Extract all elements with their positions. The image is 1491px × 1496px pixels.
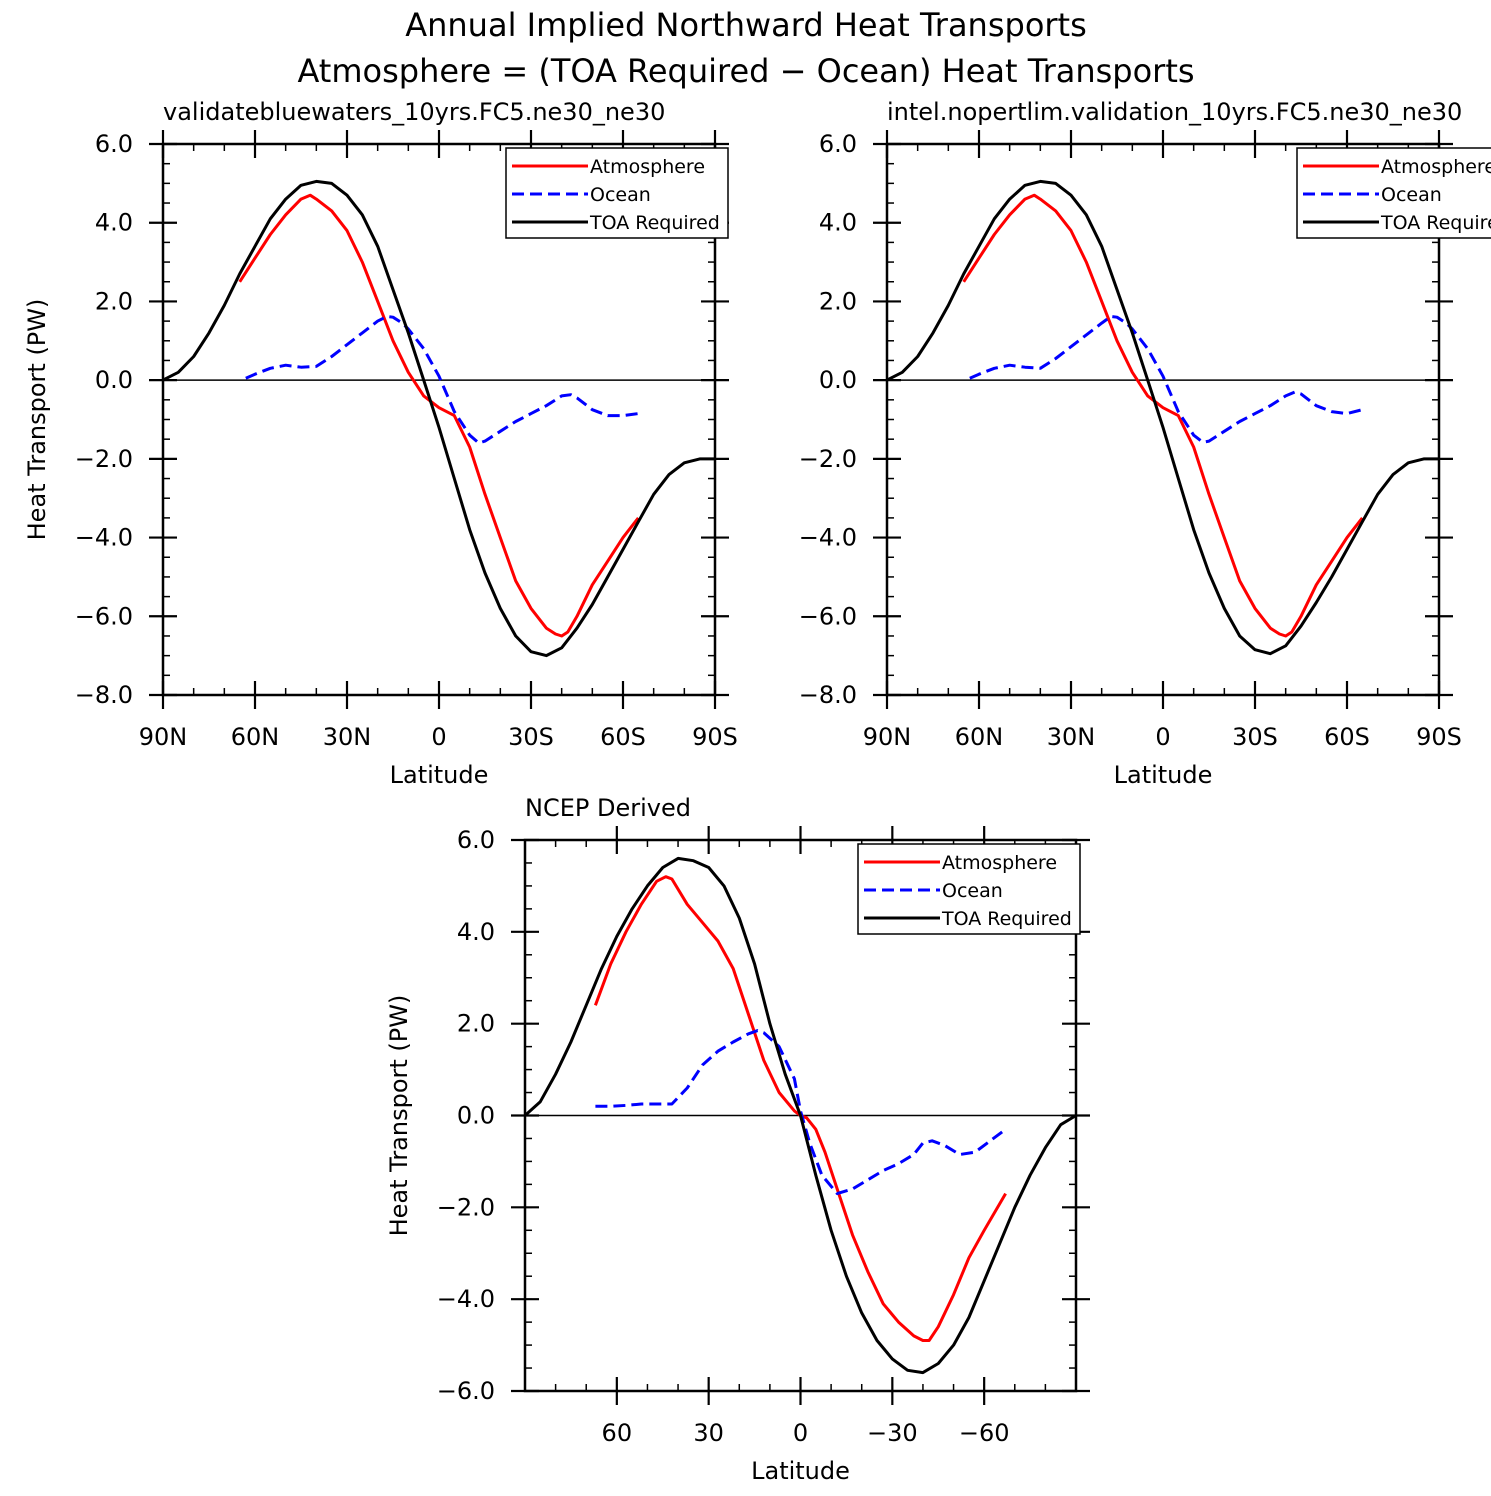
panel-title: validatebluewaters_10yrs.FC5.ne30_ne30 <box>163 98 665 126</box>
legend-label: Atmosphere <box>942 852 1057 874</box>
y-tick-label: 4.0 <box>457 918 495 946</box>
y-tick-label: −6.0 <box>75 602 133 630</box>
x-tick-label: 90N <box>863 723 912 751</box>
x-axis-label: Latitude <box>1114 761 1213 789</box>
figure-title-line2: Atmosphere = (TOA Required − Ocean) Heat… <box>297 52 1194 90</box>
x-axis-label: Latitude <box>390 761 489 789</box>
y-axis-label: Heat Transport (PW) <box>23 299 51 541</box>
chart-panel-1: validatebluewaters_10yrs.FC5.ne30_ne30 6.… <box>23 98 738 789</box>
x-tick-label: 60S <box>1324 723 1370 751</box>
legend: Atmosphere Ocean TOA Required <box>857 843 1081 935</box>
x-tick-label: 30S <box>1232 723 1278 751</box>
x-tick-label: 0 <box>793 1419 808 1447</box>
y-tick-label: 6.0 <box>819 130 857 158</box>
y-tick-label: −4.0 <box>437 1285 495 1313</box>
x-tick-label: 0 <box>431 723 446 751</box>
series-line-atmosphere <box>593 875 1007 1342</box>
y-axis-label: Heat Transport (PW) <box>385 995 413 1237</box>
legend-label: Ocean <box>590 184 651 206</box>
y-tick-label: −2.0 <box>75 445 133 473</box>
plot-frame <box>523 838 1078 1393</box>
x-tick-label: 60S <box>600 723 646 751</box>
y-tick-label: 6.0 <box>457 826 495 854</box>
y-tick-label: −6.0 <box>799 602 857 630</box>
legend: Atmosphere Ocean TOA Required <box>1296 147 1491 239</box>
x-tick-label: 60N <box>955 723 1004 751</box>
panel-title: intel.nopertlim.validation_10yrs.FC5.ne3… <box>887 98 1462 126</box>
y-tick-label: 0.0 <box>819 366 857 394</box>
legend-label: Atmosphere <box>1381 156 1491 178</box>
series-line-atmosphere <box>962 193 1364 638</box>
y-tick-label: 0.0 <box>95 366 133 394</box>
x-tick-label: 0 <box>1155 723 1170 751</box>
y-tick-label: 4.0 <box>95 209 133 237</box>
x-tick-label: −30 <box>867 1419 918 1447</box>
legend: Atmosphere Ocean TOA Required <box>505 147 729 239</box>
x-axis-label: Latitude <box>751 1457 850 1485</box>
y-tick-label: 2.0 <box>457 1010 495 1038</box>
series-line-ocean <box>595 1029 1007 1196</box>
plot-frame <box>885 142 1441 697</box>
legend-label: TOA Required <box>1380 212 1491 234</box>
panel-title: NCEP Derived <box>525 794 691 822</box>
legend-label: TOA Required <box>941 908 1072 930</box>
x-tick-label: 30N <box>1047 723 1096 751</box>
y-tick-label: 6.0 <box>95 130 133 158</box>
y-tick-label: −2.0 <box>437 1193 495 1221</box>
plot-frame <box>161 142 717 697</box>
chart-panel-3: NCEP Derived 6.0 4.0 2.0 0.0 −2.0 −4.0 −6.0 60 30… <box>385 794 1090 1485</box>
y-tick-label: −6.0 <box>437 1377 495 1405</box>
legend-label: Atmosphere <box>590 156 705 178</box>
x-tick-label: 30S <box>508 723 554 751</box>
x-tick-label: 60 <box>602 1419 633 1447</box>
y-tick-label: 2.0 <box>95 287 133 315</box>
chart-panel-2: intel.nopertlim.validation_10yrs.FC5.ne3… <box>799 98 1491 789</box>
x-tick-label: 30 <box>693 1419 724 1447</box>
series-line-ocean <box>969 314 1363 444</box>
legend-label: Ocean <box>942 880 1003 902</box>
x-tick-label: 30N <box>323 723 372 751</box>
series-line-toa-required <box>162 179 715 658</box>
series-line-atmosphere <box>238 193 640 638</box>
x-tick-label: 90S <box>1416 723 1462 751</box>
y-tick-label: 4.0 <box>819 209 857 237</box>
y-tick-label: 2.0 <box>819 287 857 315</box>
legend-label: TOA Required <box>589 212 720 234</box>
y-tick-label: −2.0 <box>799 445 857 473</box>
x-tick-label: 60N <box>231 723 280 751</box>
y-tick-label: −4.0 <box>799 524 857 552</box>
y-tick-label: 0.0 <box>457 1102 495 1130</box>
y-tick-label: −8.0 <box>799 681 857 709</box>
figure-title-line1: Annual Implied Northward Heat Transports <box>405 6 1087 44</box>
series-line-toa-required <box>523 856 1077 1375</box>
y-tick-label: −4.0 <box>75 524 133 552</box>
legend-box <box>857 843 1081 935</box>
x-tick-label: 90N <box>139 723 188 751</box>
series-line-ocean <box>245 314 639 445</box>
x-tick-label: −60 <box>959 1419 1010 1447</box>
x-tick-label: 90S <box>692 723 738 751</box>
y-tick-label: −8.0 <box>75 681 133 709</box>
legend-label: Ocean <box>1381 184 1442 206</box>
series-line-toa-required <box>886 179 1439 656</box>
